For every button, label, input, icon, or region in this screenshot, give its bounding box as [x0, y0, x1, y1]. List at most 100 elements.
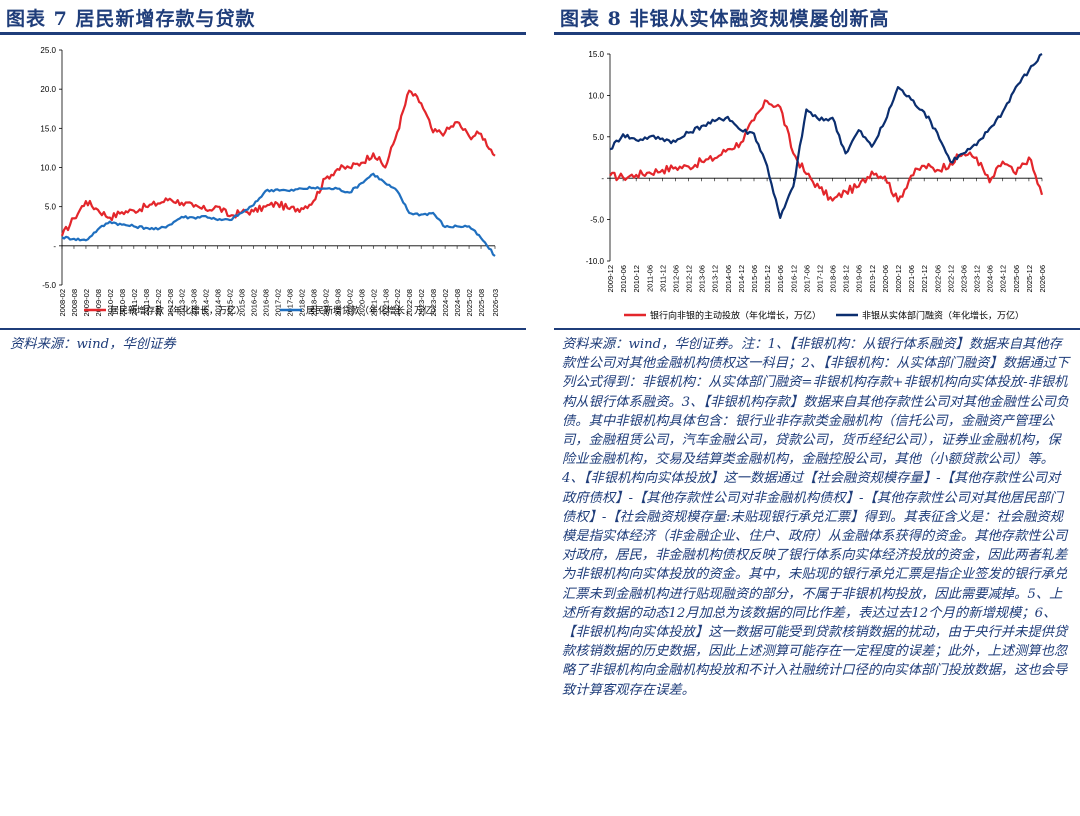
right-x-tick-label: 2025-06 [1012, 265, 1021, 293]
left-x-tick-label: 2016-08 [262, 289, 271, 317]
left-x-tick-label: 2008-08 [70, 289, 79, 317]
left-y-tick-label: 20.0 [40, 85, 56, 94]
left-x-tick-label: 2009-02 [82, 289, 91, 317]
left-y-tick-label: 25.0 [40, 46, 56, 55]
right-x-tick-label: 2019-06 [855, 265, 864, 293]
right-x-tick-label: 2025-12 [1025, 265, 1034, 293]
left-x-tick-label: 2014-08 [214, 289, 223, 317]
left-y-tick-label: - [53, 242, 56, 251]
left-y-tick-label: 10.0 [40, 164, 56, 173]
right-legend-label-2: 非银从实体部门融资（年化增长，万亿） [862, 310, 1024, 321]
left-x-tick-label: 2008-02 [58, 289, 67, 317]
right-x-tick-label: 2021-06 [907, 265, 916, 293]
right-series-line-1 [609, 99, 1044, 203]
left-x-tick-label: 2019-08 [333, 289, 342, 317]
right-x-tick-label: 2016-12 [789, 265, 798, 293]
left-x-tick-label: 2018-08 [309, 289, 318, 317]
right-x-tick-label: 2022-12 [946, 265, 955, 293]
right-x-tick-label: 2020-12 [894, 265, 903, 293]
left-x-tick-label: 2018-02 [297, 289, 306, 317]
left-x-tick-label: 2021-02 [369, 289, 378, 317]
left-series-line-1 [60, 89, 496, 237]
right-x-tick-label: 2013-06 [698, 265, 707, 293]
right-source-note: 资料来源：wind，华创证券。注：1、【非银机构：从银行体系融资】数据来自其他存… [562, 337, 1070, 698]
right-x-tick-label: 2011-12 [658, 265, 667, 292]
right-x-tick-label: 2019-12 [868, 265, 877, 293]
right-x-tick-label: 2018-06 [829, 265, 838, 293]
left-title-rule [0, 32, 526, 35]
left-x-tick-label: 2024-08 [453, 289, 462, 317]
right-x-tick-label: 2018-12 [842, 265, 851, 293]
left-x-tick-label: 2023-02 [417, 289, 426, 317]
right-y-tick-label: -5.0 [590, 216, 604, 225]
right-bottom-rule [554, 328, 1080, 330]
right-x-tick-label: 2017-06 [802, 265, 811, 293]
right-x-tick-label: 2009-12 [606, 265, 615, 293]
left-x-tick-label: 2012-08 [166, 289, 175, 317]
left-x-tick-label: 2022-08 [405, 289, 414, 317]
right-y-tick-label: 10.0 [588, 91, 604, 100]
left-x-tick-label: 2015-08 [238, 289, 247, 317]
left-x-tick-label: 2015-02 [226, 289, 235, 317]
left-x-tick-label: 2021-08 [381, 289, 390, 317]
right-x-tick-label: 2024-06 [986, 265, 995, 293]
left-x-tick-label: 2026-03 [491, 289, 500, 317]
right-x-tick-label: 2013-12 [711, 265, 720, 293]
right-x-tick-label: 2015-12 [763, 265, 772, 293]
left-x-tick-label: 2019-02 [321, 289, 330, 317]
right-title-rule [554, 32, 1080, 35]
right-x-tick-label: 2011-06 [645, 265, 654, 292]
right-x-tick-label: 2021-12 [920, 265, 929, 293]
right-legend-label-1: 银行向非银的主动投放（年化增长，万亿） [650, 310, 821, 321]
left-y-tick-label: 15.0 [40, 124, 56, 133]
right-x-tick-label: 2014-12 [737, 265, 746, 293]
left-x-tick-label: 2020-02 [345, 289, 354, 317]
left-x-tick-label: 2010-08 [118, 289, 127, 317]
left-x-tick-label: 2013-08 [190, 289, 199, 317]
left-x-tick-label: 2010-02 [106, 289, 115, 317]
left-source-note: 资料来源：wind，华创证券 [10, 337, 176, 352]
left-legend-label-1: 居民新增存款（年化增长，万亿） [110, 305, 245, 316]
right-y-tick-label: 5.0 [593, 133, 605, 142]
right-x-tick-label: 2010-06 [619, 265, 628, 293]
left-x-tick-label: 2024-02 [441, 289, 450, 317]
left-bottom-rule [0, 328, 526, 330]
right-y-tick-label: - [601, 174, 604, 183]
right-chart-title: 图表 8 非银从实体融资规模屡创新高 [560, 8, 890, 30]
left-x-tick-label: 2012-02 [154, 289, 163, 317]
right-x-tick-label: 2023-06 [959, 265, 968, 293]
right-x-tick-label: 2012-12 [685, 265, 694, 293]
left-legend-label-2: 居民新增贷款（年化增长，万亿） [306, 305, 441, 316]
left-x-tick-label: 2022-02 [393, 289, 402, 317]
left-x-tick-label: 2017-02 [274, 289, 283, 317]
right-x-tick-label: 2017-12 [815, 265, 824, 293]
right-x-tick-label: 2024-12 [999, 265, 1008, 293]
left-chart-title: 图表 7 居民新增存款与贷款 [6, 8, 256, 30]
right-x-tick-label: 2026-06 [1038, 265, 1047, 293]
right-x-tick-label: 2012-06 [671, 265, 680, 293]
left-x-tick-label: 2011-08 [142, 289, 151, 316]
right-x-tick-label: 2010-12 [632, 265, 641, 293]
right-x-tick-label: 2023-12 [973, 265, 982, 293]
right-x-tick-label: 2014-06 [724, 265, 733, 293]
right-x-tick-label: 2015-06 [750, 265, 759, 293]
right-x-tick-label: 2022-06 [933, 265, 942, 293]
left-y-tick-label: -5.0 [42, 281, 56, 290]
left-x-tick-label: 2020-08 [357, 289, 366, 317]
left-x-tick-label: 2011-02 [130, 289, 139, 316]
right-series-line-2 [609, 53, 1043, 219]
left-y-tick-label: 5.0 [45, 203, 57, 212]
left-x-tick-label: 2017-08 [285, 289, 294, 317]
right-y-tick-label: -10.0 [586, 257, 605, 266]
right-x-tick-label: 2020-06 [881, 265, 890, 293]
left-x-tick-label: 2014-02 [202, 289, 211, 317]
left-x-tick-label: 2013-02 [178, 289, 187, 317]
left-x-tick-label: 2025-02 [465, 289, 474, 317]
left-x-tick-label: 2023-08 [429, 289, 438, 317]
right-x-tick-label: 2016-06 [776, 265, 785, 293]
left-x-tick-label: 2009-08 [94, 289, 103, 317]
right-y-tick-label: 15.0 [588, 50, 604, 59]
left-series-line-2 [61, 172, 496, 257]
